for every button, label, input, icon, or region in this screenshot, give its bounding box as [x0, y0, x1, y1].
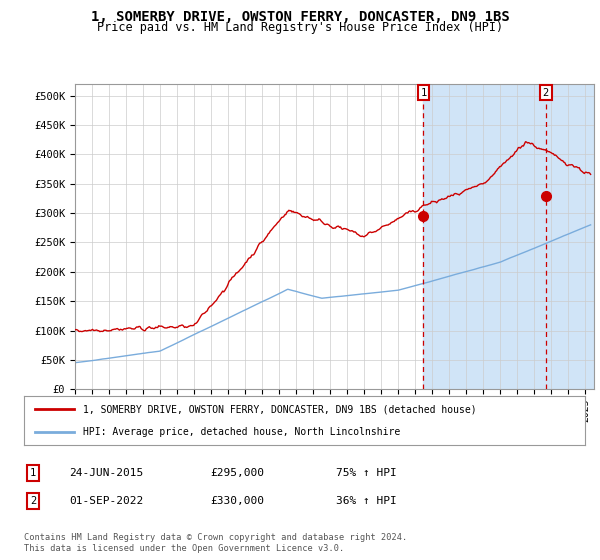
Text: £330,000: £330,000: [210, 496, 264, 506]
Text: £295,000: £295,000: [210, 468, 264, 478]
Text: HPI: Average price, detached house, North Lincolnshire: HPI: Average price, detached house, Nort…: [83, 427, 400, 437]
Text: 36% ↑ HPI: 36% ↑ HPI: [336, 496, 397, 506]
Text: 1, SOMERBY DRIVE, OWSTON FERRY, DONCASTER, DN9 1BS: 1, SOMERBY DRIVE, OWSTON FERRY, DONCASTE…: [91, 10, 509, 24]
Bar: [424, 84, 594, 389]
Text: 1, SOMERBY DRIVE, OWSTON FERRY, DONCASTER, DN9 1BS (detached house): 1, SOMERBY DRIVE, OWSTON FERRY, DONCASTE…: [83, 404, 476, 414]
Text: Contains HM Land Registry data © Crown copyright and database right 2024.
This d: Contains HM Land Registry data © Crown c…: [24, 533, 407, 553]
Text: Price paid vs. HM Land Registry's House Price Index (HPI): Price paid vs. HM Land Registry's House …: [97, 21, 503, 34]
Text: 2: 2: [543, 88, 549, 98]
Text: 01-SEP-2022: 01-SEP-2022: [69, 496, 143, 506]
Text: 2: 2: [30, 496, 36, 506]
Text: 75% ↑ HPI: 75% ↑ HPI: [336, 468, 397, 478]
Text: 1: 1: [421, 88, 427, 98]
Text: 24-JUN-2015: 24-JUN-2015: [69, 468, 143, 478]
Text: 1: 1: [30, 468, 36, 478]
